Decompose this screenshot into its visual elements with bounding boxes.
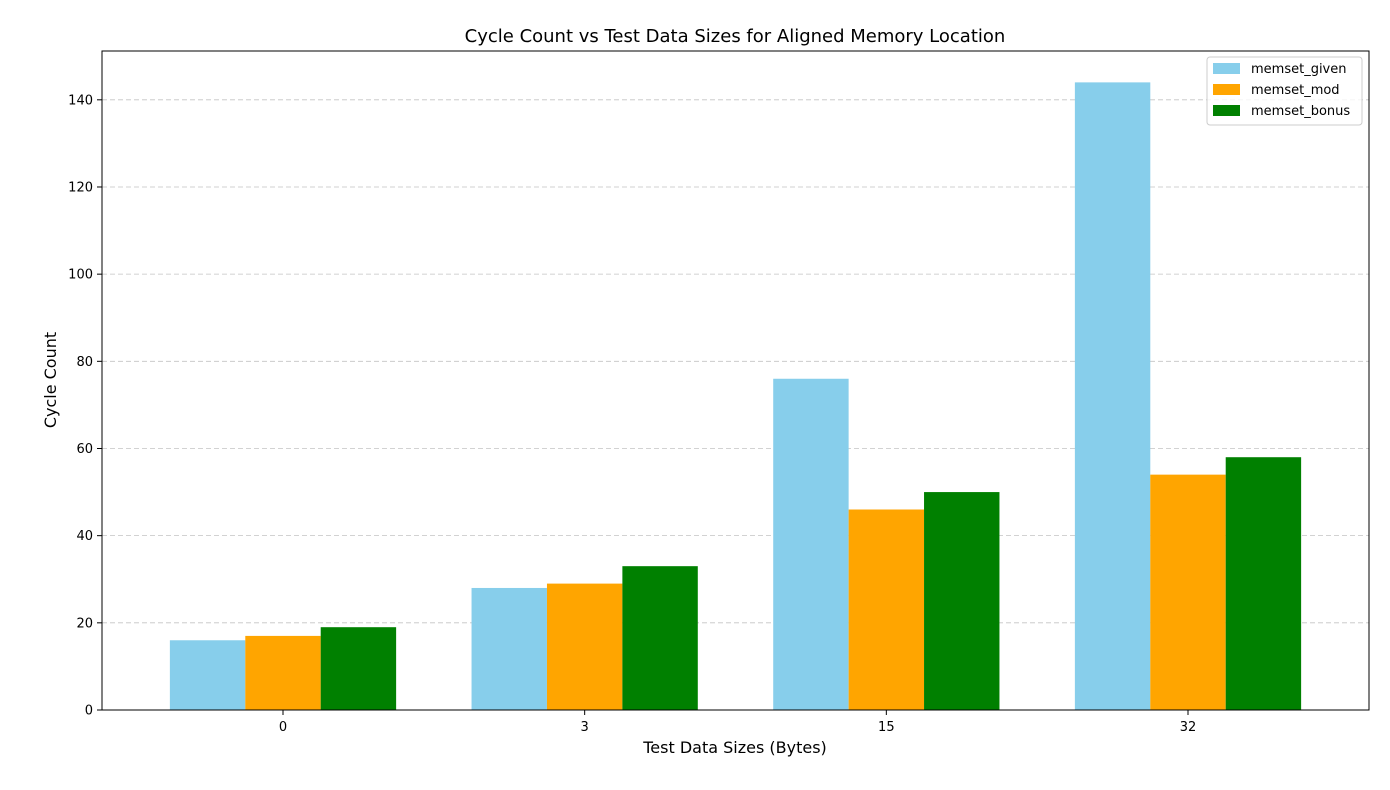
y-tick-label: 100 <box>68 268 93 283</box>
legend-label-memset_given: memset_given <box>1251 62 1347 77</box>
legend-label-memset_mod: memset_mod <box>1251 83 1340 98</box>
bar-memset_given-32 <box>1074 82 1151 710</box>
y-axis-label: Cycle Count <box>41 332 60 428</box>
bar-memset_mod-15 <box>848 509 925 710</box>
legend-label-memset_bonus: memset_bonus <box>1251 104 1350 119</box>
y-axis: 0 20 40 60 80 100 120 140 <box>68 93 102 719</box>
chart-title: Cycle Count vs Test Data Sizes for Align… <box>465 26 1006 47</box>
y-tick-label: 80 <box>76 355 93 370</box>
bar-memset_bonus-32 <box>1225 457 1302 710</box>
y-tick-label: 20 <box>76 616 93 631</box>
y-tick-label: 140 <box>68 93 93 108</box>
legend-swatch-memset_given <box>1213 63 1240 74</box>
bar-memset_given-3 <box>471 587 547 710</box>
x-tick-label: 32 <box>1180 720 1197 735</box>
x-tick-label: 0 <box>279 720 287 735</box>
gridlines <box>102 99 1369 624</box>
legend-swatch-memset_mod <box>1213 84 1240 95</box>
bar-memset_given-15 <box>773 378 849 710</box>
bar-memset_given-0 <box>169 640 246 710</box>
bar-memset_mod-32 <box>1150 474 1226 710</box>
x-tick-label: 15 <box>878 720 895 735</box>
y-tick-label: 60 <box>76 442 93 457</box>
legend: memset_given memset_mod memset_bonus <box>1206 56 1363 126</box>
x-axis: 0 3 15 32 <box>279 710 1196 735</box>
bar-memset_mod-0 <box>245 635 321 710</box>
plot-frame <box>101 50 1370 711</box>
y-tick-label: 40 <box>76 529 93 544</box>
x-tick-label: 3 <box>581 720 589 735</box>
bar-memset_bonus-15 <box>924 492 1000 710</box>
legend-swatch-memset_bonus <box>1213 105 1240 116</box>
bar-memset_mod-3 <box>546 583 623 710</box>
y-tick-label: 120 <box>68 180 93 195</box>
x-axis-label: Test Data Sizes (Bytes) <box>642 738 827 757</box>
y-tick-label: 0 <box>85 704 93 719</box>
bar-memset_bonus-0 <box>320 627 397 710</box>
legend-box <box>1206 56 1363 126</box>
bar-memset_bonus-3 <box>622 566 698 710</box>
bars <box>169 82 1302 710</box>
